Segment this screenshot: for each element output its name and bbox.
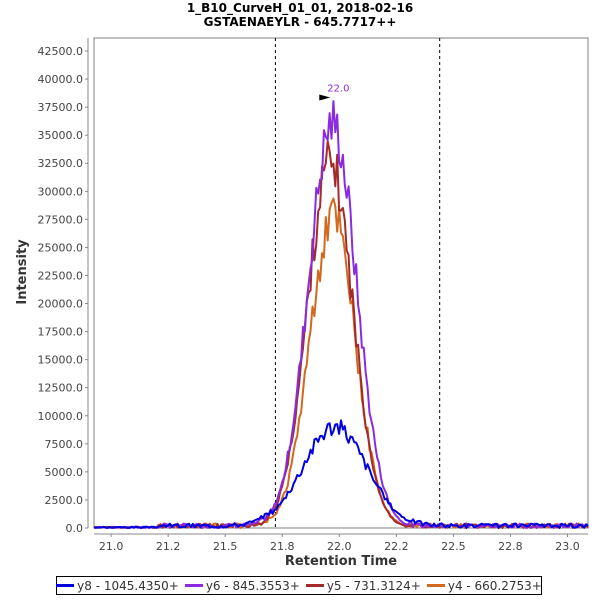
x-tick-label: 22.8 <box>498 540 523 553</box>
chart-title: 1_B10_CurveH_01_01, 2018-02-16 <box>186 1 414 15</box>
y-axis: 0.0 2500.0 5000.0 7500.0 10000.0 12500.0 15000… <box>38 38 89 535</box>
x-tick-label: 23.0 <box>555 540 580 553</box>
x-tick-label: 21.0 <box>99 540 124 553</box>
y-tick-label: 0.0 <box>66 522 84 535</box>
legend-swatch <box>305 584 324 587</box>
series-line-y4 <box>93 197 589 529</box>
y-tick-label: 35000.0 <box>38 129 84 142</box>
legend-swatch <box>184 584 203 587</box>
y-tick-label: 7500.0 <box>45 438 84 451</box>
y-tick-label: 32500.0 <box>38 157 84 170</box>
y-tick-label: 2500.0 <box>45 494 84 507</box>
x-axis-label: Retention Time <box>285 554 397 569</box>
legend-label: y6 - 845.3553+ <box>205 578 300 593</box>
peak-label: 22.0 <box>327 84 349 95</box>
x-axis: 21.0 21.2 21.5 21.8 22.0 22.2 22.5 22.8 23.0 <box>94 533 588 553</box>
y-tick-label: 5000.0 <box>45 466 84 479</box>
x-tick-label: 21.5 <box>213 540 238 553</box>
series-line-y5 <box>93 140 589 529</box>
y-tick-label: 25000.0 <box>38 241 84 254</box>
y-tick-label: 37500.0 <box>38 101 84 114</box>
legend-item: y5 - 731.3124+ <box>305 578 421 593</box>
plot-frame <box>93 37 589 529</box>
y-tick-label: 10000.0 <box>38 410 84 423</box>
peak-marker-icon <box>319 94 331 101</box>
y-tick-label: 27500.0 <box>38 213 84 226</box>
legend-label: y5 - 731.3124+ <box>326 578 421 593</box>
y-tick-label: 40000.0 <box>38 73 84 86</box>
y-tick-label: 42500.0 <box>38 45 84 58</box>
chart-subtitle: GSTAENAEYLR - 645.7717++ <box>203 15 397 29</box>
legend-item: y6 - 845.3553+ <box>184 578 300 593</box>
legend-swatch <box>426 584 445 587</box>
x-tick-label: 21.2 <box>156 540 181 553</box>
y-tick-label: 20000.0 <box>38 298 84 311</box>
plot-area: 22.0 <box>93 37 589 529</box>
legend-item: y8 - 1045.4350+ <box>56 579 179 593</box>
y-tick-label: 30000.0 <box>38 185 84 198</box>
y-axis-label: Intensity <box>15 239 30 305</box>
series-line-y6 <box>93 100 588 529</box>
x-tick-label: 21.8 <box>270 540 295 553</box>
x-tick-label: 22.2 <box>384 540 409 553</box>
legend: y8 - 1045.4350+ y6 - 845.3553+ y5 - 731.31… <box>56 576 542 595</box>
x-tick-label: 22.0 <box>327 540 352 553</box>
legend-label: y8 - 1045.4350+ <box>77 578 179 593</box>
y-tick-label: 22500.0 <box>38 269 84 282</box>
y-tick-label: 17500.0 <box>38 326 84 339</box>
legend-label: y4 - 660.2753+ <box>447 578 542 593</box>
series-line-y8 <box>93 419 589 529</box>
y-tick-label: 15000.0 <box>38 354 84 367</box>
x-tick-label: 22.5 <box>441 540 466 553</box>
legend-swatch <box>56 584 75 587</box>
y-tick-label: 12500.0 <box>38 382 84 395</box>
legend-item: y4 - 660.2753+ <box>426 578 542 593</box>
